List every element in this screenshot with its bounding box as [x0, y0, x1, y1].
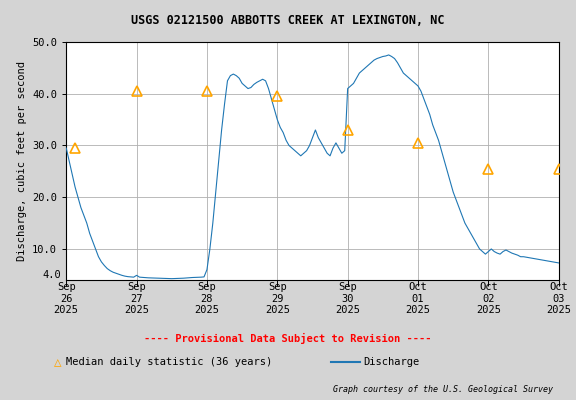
Text: Median daily statistic (36 years): Median daily statistic (36 years)	[66, 357, 272, 367]
Text: Sep
28
2025: Sep 28 2025	[195, 282, 219, 315]
Text: Sep
26
2025: Sep 26 2025	[54, 282, 79, 315]
Text: Oct
03
2025: Oct 03 2025	[546, 282, 571, 315]
Text: Sep
30
2025: Sep 30 2025	[335, 282, 360, 315]
Text: USGS 02121500 ABBOTTS CREEK AT LEXINGTON, NC: USGS 02121500 ABBOTTS CREEK AT LEXINGTON…	[131, 14, 445, 27]
Text: ---- Provisional Data Subject to Revision ----: ---- Provisional Data Subject to Revisio…	[144, 332, 432, 344]
Text: Sep
29
2025: Sep 29 2025	[265, 282, 290, 315]
Text: Oct
02
2025: Oct 02 2025	[476, 282, 501, 315]
Y-axis label: Discharge, cubic feet per second: Discharge, cubic feet per second	[17, 61, 26, 261]
Text: 4.0: 4.0	[43, 270, 61, 280]
Text: △: △	[54, 356, 62, 368]
Text: Oct
01
2025: Oct 01 2025	[406, 282, 430, 315]
Text: Sep
27
2025: Sep 27 2025	[124, 282, 149, 315]
Text: Graph courtesy of the U.S. Geological Survey: Graph courtesy of the U.S. Geological Su…	[333, 385, 553, 394]
Text: Discharge: Discharge	[363, 357, 419, 367]
